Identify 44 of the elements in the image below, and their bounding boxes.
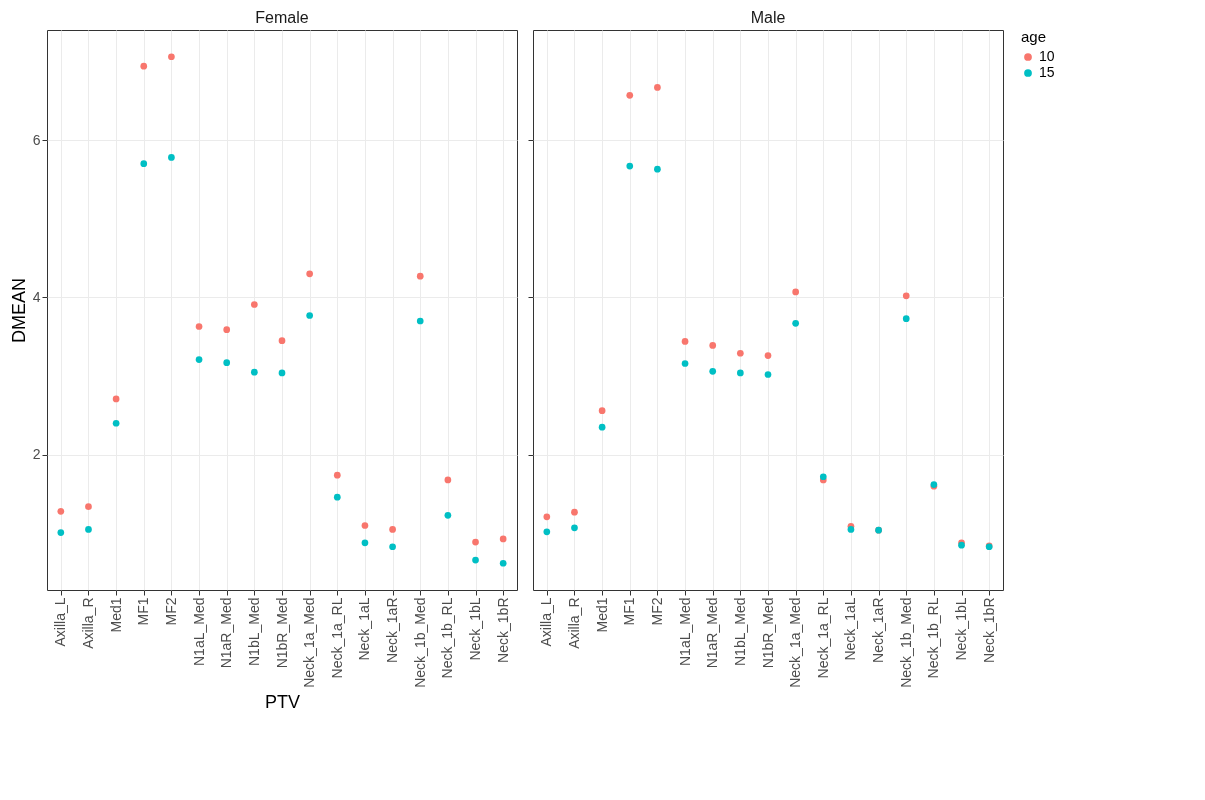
x-tick-label: N1bL_Med [245,597,262,666]
x-tick-label: Neck_1b_Med [897,597,914,688]
x-tick-label: N1aL_Med [190,597,207,666]
x-tick-label: Neck_1aL [842,597,859,661]
x-tick-label: Neck_1b_RL [925,597,942,679]
x-tick-label: Axilla_R [79,597,96,649]
x-tick-label: Neck_1b_Med [411,597,428,688]
x-tick-label: Neck_1aR [384,597,401,663]
x-tick-label: Neck_1aL [356,597,373,661]
x-tick-label: Neck_1bR [494,597,511,663]
x-tick-label: N1aL_Med [676,597,693,666]
y-tick-label: 4 [32,288,41,305]
x-tick-label: N1bR_Med [759,597,776,669]
x-tick-label: MF1 [135,597,152,626]
y-tick-label: 6 [32,131,41,148]
x-tick-label: Axilla_R [565,597,582,649]
x-axis-title: PTV [264,691,301,712]
x-tick-label: Med1 [593,597,610,633]
x-tick-label: Neck_1a_RL [814,597,831,679]
x-tick-label: Axilla_L [52,597,69,647]
x-tick-label: MF1 [621,597,638,626]
x-tick-label: Neck_1b_RL [439,597,456,679]
x-tick-label: Neck_1aR [870,597,887,663]
x-tick-label: Neck_1bL [467,597,484,661]
y-tick-label: 2 [32,446,41,463]
legend-title: age [1021,28,1047,45]
x-tick-label: N1bL_Med [731,597,748,666]
x-tick-label: N1aR_Med [218,597,235,669]
x-tick-label: MF2 [162,597,179,626]
x-tick-label: Neck_1bR [980,597,997,663]
x-tick-label: Neck_1a_RL [328,597,345,679]
legend-label: 10 [1039,48,1055,64]
legend-label: 15 [1039,64,1055,80]
x-tick-label: Axilla_L [538,597,555,647]
x-tick-label: N1bR_Med [273,597,290,669]
x-tick-label: N1aR_Med [704,597,721,669]
x-tick-label: Neck_1bL [953,597,970,661]
x-tick-label: Neck_1a_Med [787,597,804,688]
x-tick-label: MF2 [648,597,665,626]
y-axis-title: DMEAN [8,277,29,344]
chart-title: Female [255,9,309,26]
chart-title: Male [750,9,786,26]
x-tick-label: Neck_1a_Med [301,597,318,688]
x-tick-label: Med1 [107,597,124,633]
